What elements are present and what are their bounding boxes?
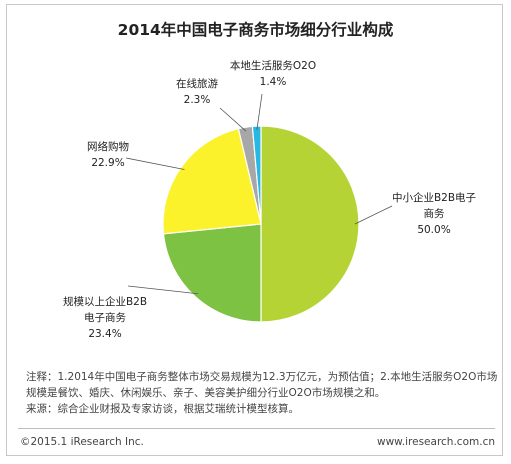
pie-slice-large-b2b [162, 223, 262, 323]
leader-line-large-b2b [127, 285, 198, 295]
slice-label-large-b2b: 规模以上企业B2B 电子商务 23.4% [62, 296, 148, 340]
website-link[interactable]: www.iresearch.com.cn [376, 436, 495, 448]
slice-label-local-o2o: 本地生活服务O2O 1.4% [229, 60, 317, 88]
chart-title: 2014年中国电子商务市场细分行业构成 [117, 21, 394, 39]
note-source: 来源：综合企业财报及专家访谈，根据艾瑞统计模型核算。 [26, 403, 299, 415]
copyright-text: ©2015.1 iResearch Inc. [20, 436, 144, 448]
slice-label-online-shopping: 网络购物 22.9% [87, 141, 129, 169]
leader-line-online-shopping [125, 157, 185, 170]
leader-line-local-o2o [256, 93, 263, 131]
pie-slice-sme-b2b [260, 125, 360, 323]
footer-divider [18, 428, 495, 429]
pie-slice-online-shopping [162, 127, 262, 235]
chart-notes: 注释：1.2014年中国电子商务整体市场交易规模为12.3万亿元，为预估值；2.… [26, 369, 498, 417]
leader-line-sme-b2b [354, 205, 393, 225]
leader-line-online-travel [219, 107, 247, 132]
slice-label-online-travel: 在线旅游 2.3% [176, 78, 218, 106]
note-line-2: 规模是餐饮、婚庆、休闲娱乐、亲子、美容美护细分行业O2O市场规模之和。 [26, 387, 386, 399]
chart-frame [6, 4, 503, 456]
note-line-1: 注释：1.2014年中国电子商务整体市场交易规模为12.3万亿元，为预估值；2.… [26, 371, 498, 383]
slice-label-sme-b2b: 中小企业B2B电子 商务 50.0% [391, 192, 477, 236]
pie-slice-local-o2o [251, 125, 262, 225]
